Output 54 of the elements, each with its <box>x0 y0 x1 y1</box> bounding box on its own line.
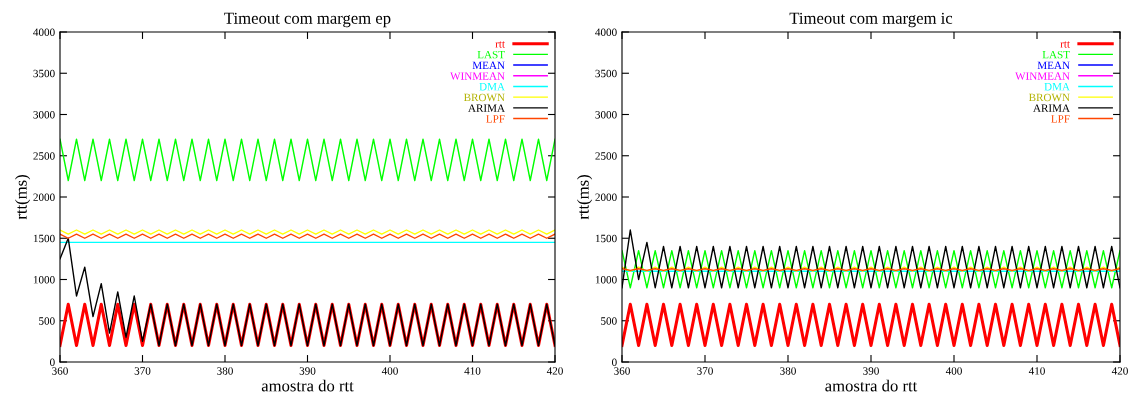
y-axis-title: rtt(ms) <box>15 175 31 220</box>
y-tick-label: 2500 <box>33 152 55 160</box>
x-tick-label: 420 <box>546 367 563 375</box>
y-tick-label: 500 <box>601 317 617 325</box>
chart-title: Timeout com margem ic <box>789 12 953 28</box>
y-tick-label: 1500 <box>595 234 617 243</box>
y-tick-label: 2000 <box>33 193 55 201</box>
y-tick-label: 1500 <box>33 234 55 243</box>
legend-label: MEAN <box>1037 61 1070 69</box>
legend-label: BROWN <box>1028 93 1070 102</box>
legend-label: LPF <box>1051 115 1070 123</box>
legend-label: LAST <box>477 50 505 59</box>
x-tick-label: 410 <box>464 367 481 375</box>
y-tick-label: 4000 <box>33 28 55 36</box>
y-tick-label: 3500 <box>595 69 617 78</box>
x-tick-label: 400 <box>945 367 962 375</box>
legend-label: rtt <box>495 41 505 48</box>
y-axis-title: rtt(ms) <box>577 175 593 220</box>
legend-label: LAST <box>1042 50 1070 59</box>
legend-label: LPF <box>486 115 505 123</box>
chart-title: Timeout com margem ep <box>224 12 391 28</box>
x-axis-title: amostra do rtt <box>825 379 918 392</box>
y-tick-label: 4000 <box>595 28 617 36</box>
legend-label: rtt <box>1060 41 1070 48</box>
y-tick-label: 2000 <box>595 193 617 201</box>
legend-label: BROWN <box>463 93 505 102</box>
y-tick-label: 500 <box>39 317 55 325</box>
y-tick-label: 3000 <box>595 110 617 119</box>
legend-label: MEAN <box>472 61 505 69</box>
x-tick-label: 410 <box>1028 367 1045 375</box>
x-tick-label: 370 <box>134 367 151 375</box>
x-tick-label: 380 <box>780 367 796 375</box>
legend-label: ARIMA <box>1033 104 1070 112</box>
x-tick-label: 390 <box>299 367 316 375</box>
y-tick-label: 1000 <box>595 275 617 284</box>
x-tick-label: 390 <box>863 367 879 375</box>
y-tick-label: 2500 <box>595 152 617 160</box>
x-tick-label: 380 <box>217 367 233 375</box>
legend-label: DMA <box>1044 83 1070 91</box>
y-tick-label: 3000 <box>33 110 55 119</box>
x-axis-title: amostra do rtt <box>261 379 354 392</box>
y-tick-label: 1000 <box>33 275 55 284</box>
legend-label: DMA <box>479 83 505 91</box>
x-tick-label: 360 <box>614 367 630 375</box>
x-tick-label: 370 <box>697 367 713 375</box>
x-tick-label: 360 <box>52 367 68 375</box>
legend-label: WINMEAN <box>450 72 505 80</box>
x-tick-label: 420 <box>1111 367 1128 375</box>
y-tick-label: 3500 <box>33 69 55 78</box>
x-tick-label: 400 <box>381 367 398 375</box>
y-tick-label: 0 <box>612 358 617 366</box>
legend-label: ARIMA <box>468 104 505 112</box>
y-tick-label: 0 <box>50 358 55 366</box>
legend-label: WINMEAN <box>1015 72 1070 80</box>
